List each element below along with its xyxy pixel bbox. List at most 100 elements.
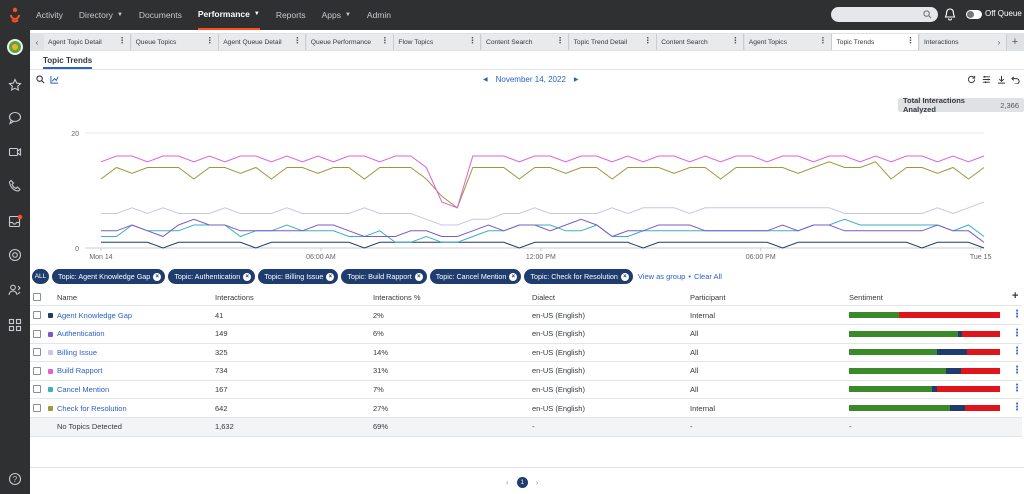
- cell-name[interactable]: Billing Issue: [57, 347, 98, 357]
- notifications-bell-icon[interactable]: [944, 8, 956, 23]
- tab-agent-queue-detail[interactable]: Agent Queue Detail ⋮: [219, 34, 307, 50]
- download-icon[interactable]: [997, 75, 1006, 86]
- header-interactions-pct[interactable]: Interactions %: [373, 292, 421, 302]
- help-icon[interactable]: ?: [7, 471, 23, 487]
- header-interactions[interactable]: Interactions: [215, 292, 254, 302]
- row-menu-icon[interactable]: ⋮: [1012, 309, 1022, 320]
- tab-menu-icon[interactable]: ⋮: [818, 36, 827, 45]
- refresh-icon[interactable]: [967, 75, 976, 86]
- filter-chip[interactable]: Topic: Build Rapport ×: [341, 269, 427, 284]
- header-dialect[interactable]: Dialect: [532, 292, 555, 302]
- tab-flow-topics[interactable]: Flow Topics ⋮: [394, 34, 482, 50]
- row-menu-icon[interactable]: ⋮: [1012, 383, 1022, 395]
- row-checkbox[interactable]: [33, 385, 41, 394]
- tab-menu-icon[interactable]: ⋮: [293, 36, 302, 45]
- tab-menu-icon[interactable]: ⋮: [731, 36, 740, 45]
- row-checkbox[interactable]: [33, 311, 41, 319]
- view-as-group-link[interactable]: View as group: [637, 272, 686, 281]
- sentiment-bar[interactable]: [849, 330, 1000, 337]
- avatar[interactable]: [7, 39, 23, 55]
- sentiment-bar[interactable]: [849, 312, 1000, 318]
- table-row[interactable]: Check for Resolution 642 27% en-US (English…: [30, 399, 1022, 418]
- sentiment-bar[interactable]: [849, 386, 1000, 393]
- cell-name[interactable]: Authentication: [57, 329, 105, 339]
- search-input[interactable]: [831, 7, 938, 22]
- filter-chip[interactable]: Topic: Authentication ×: [168, 269, 256, 284]
- next-page-icon[interactable]: ›: [535, 478, 539, 487]
- row-menu-icon[interactable]: ⋮: [1012, 346, 1022, 358]
- cell-name[interactable]: Check for Resolution: [57, 403, 127, 413]
- add-column-icon[interactable]: +: [1012, 290, 1019, 302]
- undo-icon[interactable]: [1011, 75, 1020, 86]
- filter-chip[interactable]: Topic: Cancel Mention ×: [429, 269, 522, 284]
- chip-all[interactable]: ALL: [32, 269, 49, 284]
- nav-item-activity[interactable]: Activity: [36, 0, 63, 30]
- tab-menu-icon[interactable]: ⋮: [906, 36, 915, 45]
- filter-settings-icon[interactable]: [982, 75, 991, 86]
- nav-item-reports[interactable]: Reports: [276, 0, 306, 30]
- row-menu-icon[interactable]: ⋮: [1012, 402, 1022, 413]
- tab-queue-performance[interactable]: Queue Performance ⋮: [306, 34, 394, 50]
- tabs-scroll-left-icon[interactable]: ‹: [35, 37, 39, 47]
- chip-remove-icon[interactable]: ×: [620, 272, 629, 281]
- table-row[interactable]: Agent Knowledge Gap 41 2% en-US (English) In…: [30, 306, 1022, 325]
- subtab-topic-trends[interactable]: Topic Trends: [43, 56, 93, 69]
- phone-icon[interactable]: [7, 178, 23, 194]
- row-menu-icon[interactable]: ⋮: [1012, 327, 1022, 339]
- star-icon[interactable]: [7, 77, 23, 93]
- prev-date-icon[interactable]: ◀: [483, 77, 488, 83]
- tab-agent-topic-detail[interactable]: Agent Topic Detail ⋮: [44, 34, 131, 50]
- nav-item-apps[interactable]: Apps ▼: [322, 0, 351, 30]
- tab-menu-icon[interactable]: ⋮: [205, 36, 214, 45]
- table-row[interactable]: Cancel Mention 167 7% en-US (English) All ⋮: [30, 380, 1022, 400]
- tab-queue-topics[interactable]: Queue Topics ⋮: [131, 34, 219, 50]
- nav-item-directory[interactable]: Directory ▼: [79, 0, 123, 30]
- people-icon[interactable]: [7, 282, 23, 298]
- tabs-scroll-right-icon[interactable]: ›: [997, 37, 1001, 47]
- filter-chip[interactable]: Topic: Check for Resolution ×: [524, 269, 633, 284]
- clear-all-link[interactable]: Clear All: [693, 272, 722, 281]
- chat-icon[interactable]: [7, 110, 23, 126]
- cell-name[interactable]: Agent Knowledge Gap: [57, 310, 133, 320]
- queue-status-toggle[interactable]: [966, 10, 982, 19]
- tab-interactions[interactable]: Interactions: [920, 34, 1007, 50]
- sentiment-bar[interactable]: [849, 349, 1000, 356]
- tab-topic-trends[interactable]: Topic Trends ⋮: [832, 34, 920, 50]
- filter-chip[interactable]: Topic: Billing Issue ×: [258, 269, 339, 284]
- tab-menu-icon[interactable]: ⋮: [468, 36, 477, 45]
- row-checkbox[interactable]: [33, 348, 41, 357]
- cell-name[interactable]: Cancel Mention: [57, 384, 110, 394]
- chip-remove-icon[interactable]: ×: [243, 272, 252, 281]
- cell-name[interactable]: Build Rapport: [57, 366, 103, 376]
- tab-agent-topics[interactable]: Agent Topics ⋮: [744, 34, 832, 50]
- tab-content-search[interactable]: Content Search ⋮: [482, 34, 569, 50]
- nav-item-admin[interactable]: Admin: [367, 0, 391, 30]
- page-number[interactable]: 1: [516, 477, 528, 488]
- chip-remove-icon[interactable]: ×: [153, 272, 162, 281]
- header-name[interactable]: Name: [57, 292, 78, 302]
- row-checkbox[interactable]: [33, 366, 41, 375]
- header-participant[interactable]: Participant: [690, 292, 726, 302]
- table-row[interactable]: Authentication 149 6% en-US (English) All ⋮: [30, 325, 1022, 344]
- tab-menu-icon[interactable]: ⋮: [380, 36, 389, 45]
- support-icon[interactable]: [7, 247, 23, 263]
- tab-content-search[interactable]: Content Search ⋮: [657, 34, 745, 50]
- chart-view-icon[interactable]: [50, 75, 59, 86]
- search-icon[interactable]: [36, 75, 45, 86]
- nav-item-documents[interactable]: Documents: [139, 0, 182, 30]
- tab-menu-icon[interactable]: ⋮: [643, 36, 652, 45]
- filter-chip[interactable]: Topic: Agent Knowledge Gap ×: [52, 269, 166, 284]
- sentiment-bar[interactable]: [849, 405, 1000, 411]
- add-tab-icon[interactable]: +: [1011, 36, 1019, 48]
- video-icon[interactable]: [7, 144, 23, 160]
- apps-grid-icon[interactable]: [7, 317, 23, 333]
- chip-remove-icon[interactable]: ×: [326, 272, 335, 281]
- row-checkbox[interactable]: [33, 329, 41, 338]
- row-menu-icon[interactable]: ⋮: [1012, 364, 1022, 376]
- genesys-logo-icon[interactable]: [0, 0, 30, 30]
- nav-item-performance[interactable]: Performance ▼: [197, 0, 260, 30]
- header-sentiment[interactable]: Sentiment: [849, 292, 883, 302]
- tab-topic-trend-detail[interactable]: Topic Trend Detail ⋮: [569, 34, 657, 50]
- chip-remove-icon[interactable]: ×: [509, 272, 518, 281]
- select-all-checkbox[interactable]: [33, 293, 41, 301]
